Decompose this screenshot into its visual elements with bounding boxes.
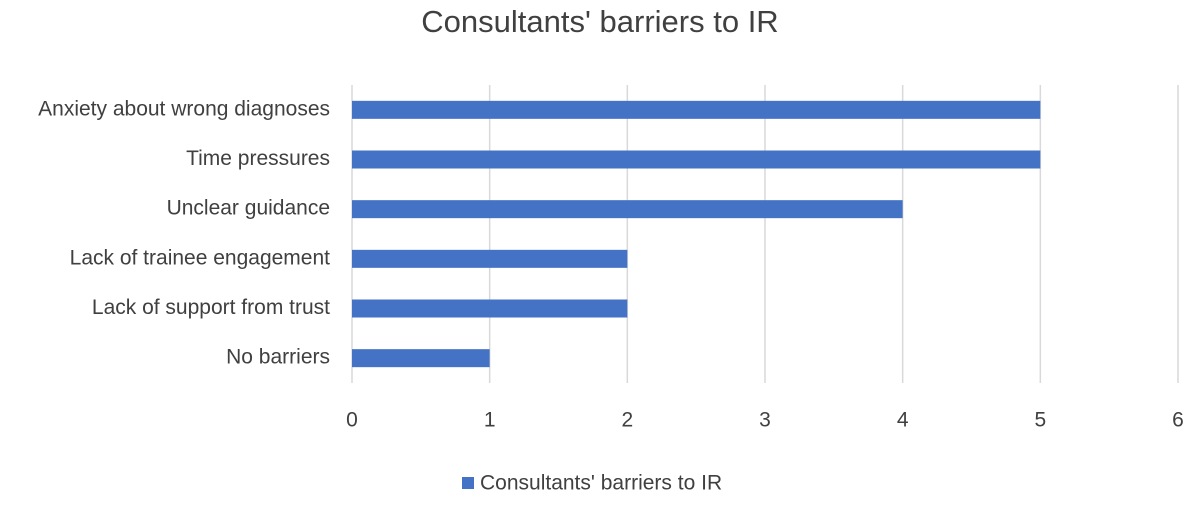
x-tick-label: 1 — [484, 409, 496, 432]
y-tick-label: Time pressures — [186, 147, 330, 170]
bar — [352, 200, 903, 219]
y-tick-label: No barriers — [226, 346, 330, 369]
x-tick-label: 6 — [1172, 409, 1184, 432]
y-tick-label: Lack of trainee engagement — [70, 246, 331, 269]
legend-label: Consultants' barriers to IR — [480, 472, 722, 495]
x-tick-label: 0 — [346, 409, 358, 432]
x-tick-label: 4 — [897, 409, 909, 432]
x-tick-label: 5 — [1034, 409, 1046, 432]
x-tick-label: 3 — [759, 409, 771, 432]
chart-title: Consultants' barriers to IR — [421, 4, 778, 39]
bar — [352, 299, 628, 318]
legend-swatch — [462, 477, 474, 489]
bar — [352, 249, 628, 268]
y-tick-label: Lack of support from trust — [92, 296, 330, 319]
bar — [352, 349, 490, 368]
bar — [352, 150, 1041, 169]
y-tick-label: Unclear guidance — [167, 197, 330, 220]
bar — [352, 100, 1041, 119]
y-tick-label: Anxiety about wrong diagnoses — [38, 97, 330, 120]
x-tick-label: 2 — [621, 409, 633, 432]
